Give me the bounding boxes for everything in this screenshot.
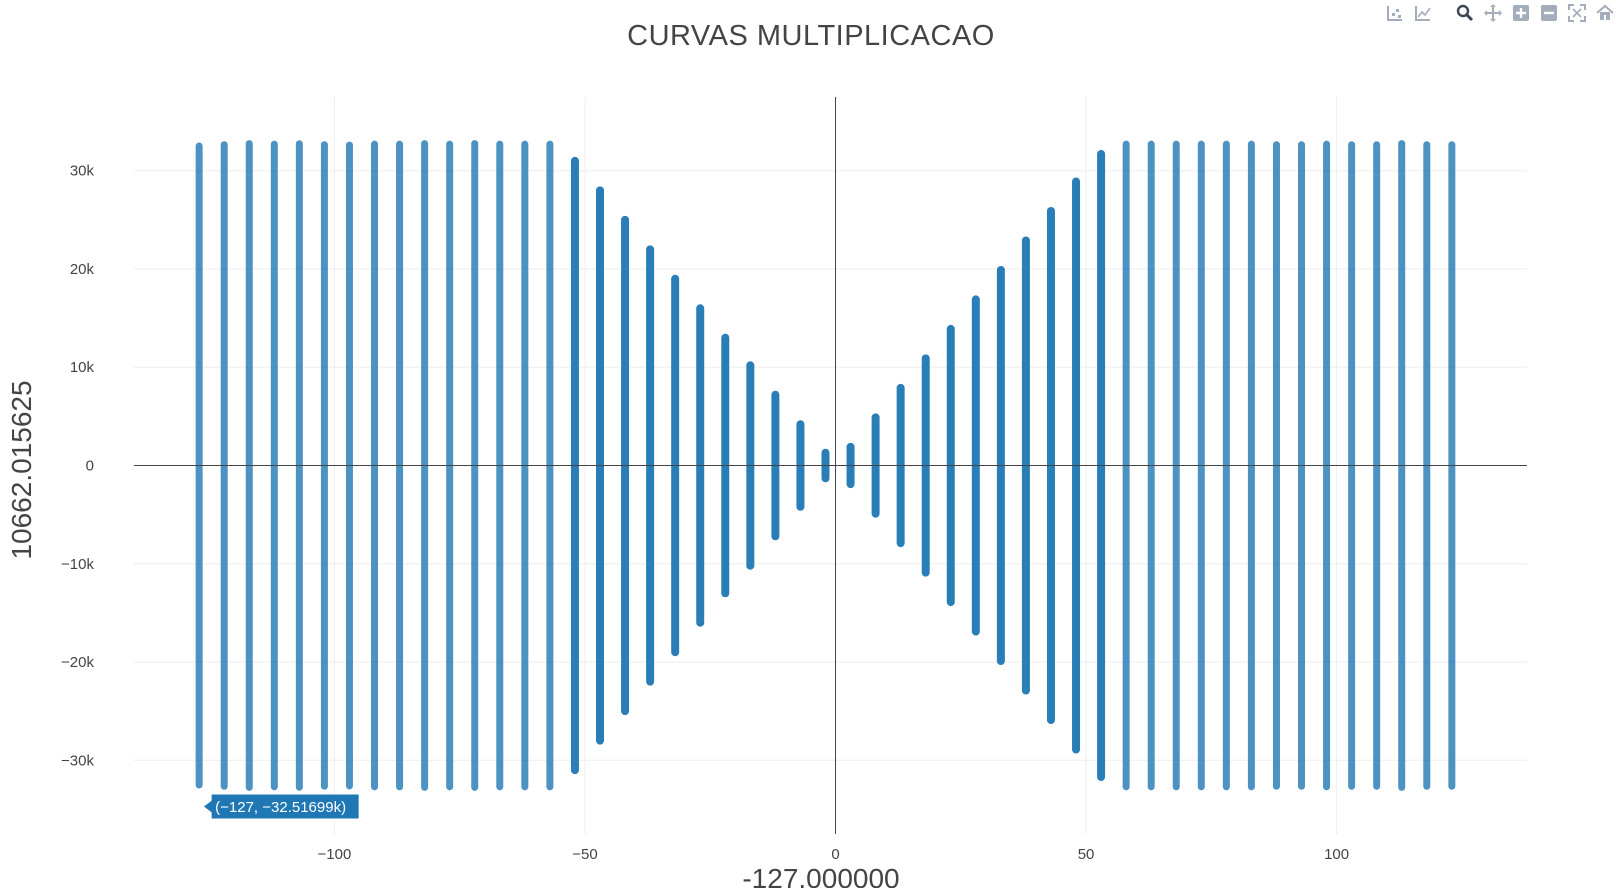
- hover-tooltip: (−127, −32.51699k): [202, 793, 360, 820]
- x-tick-label: −100: [318, 846, 352, 863]
- zero-lines: [134, 97, 1527, 834]
- y-tick-label: 10k: [70, 359, 95, 376]
- pan-icon[interactable]: [1482, 2, 1504, 24]
- y-tick-label: 20k: [70, 261, 95, 278]
- modebar: [1384, 2, 1616, 24]
- hover-tooltip-text: (−127, −32.51699k): [215, 799, 346, 816]
- zoom-out-icon[interactable]: [1538, 2, 1560, 24]
- tick-labels: −100 −50 0 50 100 30k 20k 10k 0 −10k −20k −30k: [61, 163, 1349, 863]
- grid-lines: [134, 97, 1527, 834]
- y-tick-label: −10k: [61, 556, 94, 573]
- y-axis-label: 10662.015625: [6, 380, 37, 559]
- zoom-in-icon[interactable]: [1510, 2, 1532, 24]
- x-tick-label: 50: [1078, 846, 1095, 863]
- autoscale-icon[interactable]: [1566, 2, 1588, 24]
- compare-icon[interactable]: [1384, 2, 1406, 24]
- home-icon[interactable]: [1594, 2, 1616, 24]
- x-tick-label: 0: [831, 846, 839, 863]
- x-axis-label: -127.000000: [742, 863, 899, 888]
- y-tick-label: −30k: [61, 752, 94, 769]
- spike-lines-icon[interactable]: [1412, 2, 1434, 24]
- x-tick-label: 100: [1324, 846, 1349, 863]
- chart-title: CURVAS MULTIPLICACAO: [627, 20, 995, 52]
- y-tick-label: 30k: [70, 163, 95, 180]
- hover-tooltip-box: [202, 793, 360, 820]
- y-tick-label: −20k: [61, 654, 94, 671]
- zoom-icon[interactable]: [1454, 2, 1476, 24]
- y-tick-label: 0: [86, 458, 94, 475]
- x-tick-label: −50: [572, 846, 597, 863]
